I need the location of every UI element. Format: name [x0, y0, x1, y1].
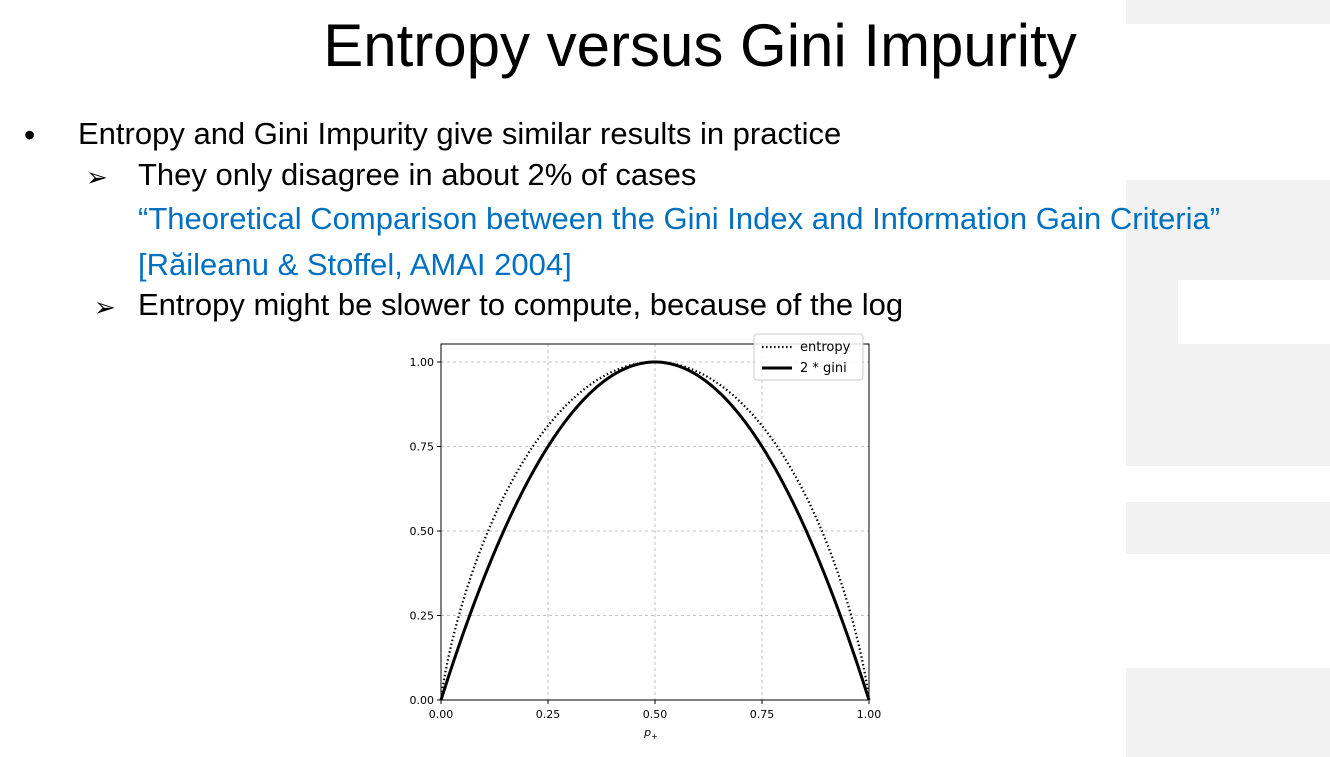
- legend-label: entropy: [800, 340, 851, 355]
- y-tick-label: 0.75: [410, 441, 435, 454]
- arrow-bullet-icon: ➢: [94, 292, 116, 322]
- reference-title: “Theoretical Comparison between the Gini…: [138, 201, 1221, 236]
- watermark-shape: [1126, 502, 1330, 554]
- x-tick-label: 1.00: [857, 708, 882, 721]
- x-tick-label: 0.00: [429, 708, 454, 721]
- watermark-shape: [1126, 0, 1330, 24]
- x-axis-label: p+: [643, 726, 658, 741]
- y-tick-label: 0.50: [410, 525, 435, 538]
- watermark-shape: [1126, 180, 1330, 280]
- series-line-2-gini: [439, 360, 871, 701]
- x-tick-label: 0.50: [643, 708, 668, 721]
- entropy-gini-chart: 0.00 0.25 0.50 0.75 1.00 0.00 0.25 0.50 0.75 1.00…: [410, 333, 882, 741]
- reference-citation: [Răileanu & Stoffel, AMAI 2004]: [138, 247, 572, 282]
- sub-bullet-disagree: They only disagree in about 2% of cases: [138, 157, 697, 192]
- series-line-entropy: [439, 360, 871, 701]
- y-tick-label: 1.00: [410, 356, 435, 369]
- x-tick-label: 0.75: [750, 708, 775, 721]
- legend-label: 2 * gini: [800, 361, 847, 376]
- bullet-text: Entropy and Gini Impurity give similar r…: [78, 116, 842, 151]
- y-tick-label: 0.00: [410, 694, 435, 707]
- slide-title: Entropy versus Gini Impurity: [323, 12, 1077, 79]
- sub-bullet-slower: Entropy might be slower to compute, beca…: [138, 287, 904, 322]
- bullet-dot-icon: •: [24, 117, 36, 153]
- x-tick-label: 0.25: [536, 708, 561, 721]
- y-tick-label: 0.25: [410, 610, 435, 623]
- watermark-shape: [1126, 344, 1330, 466]
- arrow-bullet-icon: ➢: [86, 162, 108, 192]
- watermark-shape: [1126, 668, 1330, 757]
